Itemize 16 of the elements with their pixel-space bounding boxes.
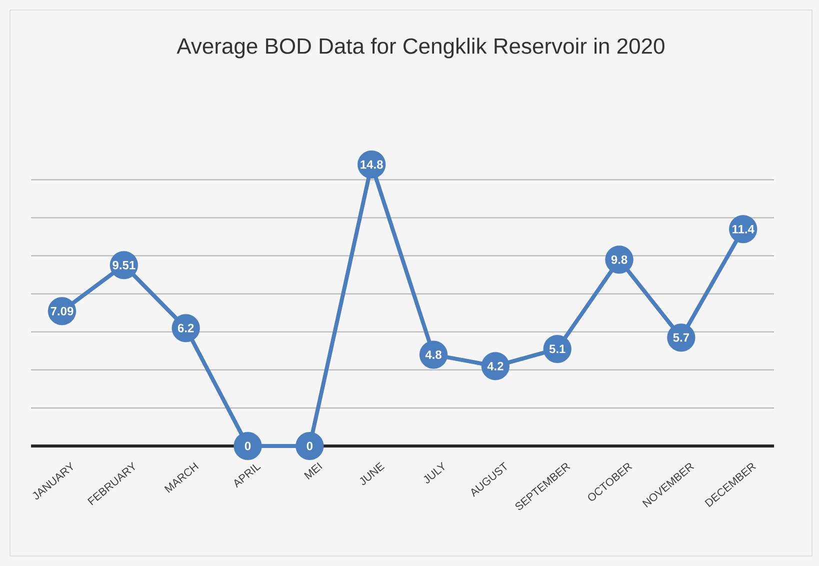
data-label: 11.4	[732, 225, 754, 234]
chart-title: Average BOD Data for Cengklik Reservoir in 2020	[176, 38, 664, 58]
data-label: 5.1	[549, 344, 566, 354]
point	[234, 432, 262, 460]
data-label: 4.8	[425, 350, 442, 359]
data-label: 9.8	[611, 255, 628, 264]
point	[296, 432, 324, 460]
x-tick-label: MEI	[304, 462, 322, 480]
data-label: 14.8	[360, 160, 383, 169]
data-label: 5.7	[673, 333, 689, 342]
data-label: 6.2	[178, 324, 194, 332]
data-label: 9.51	[112, 260, 136, 270]
data-label: 7.09	[50, 306, 74, 316]
data-label: 0	[244, 442, 251, 450]
data-label: 4.2	[487, 362, 504, 370]
data-label: 0	[306, 442, 313, 450]
